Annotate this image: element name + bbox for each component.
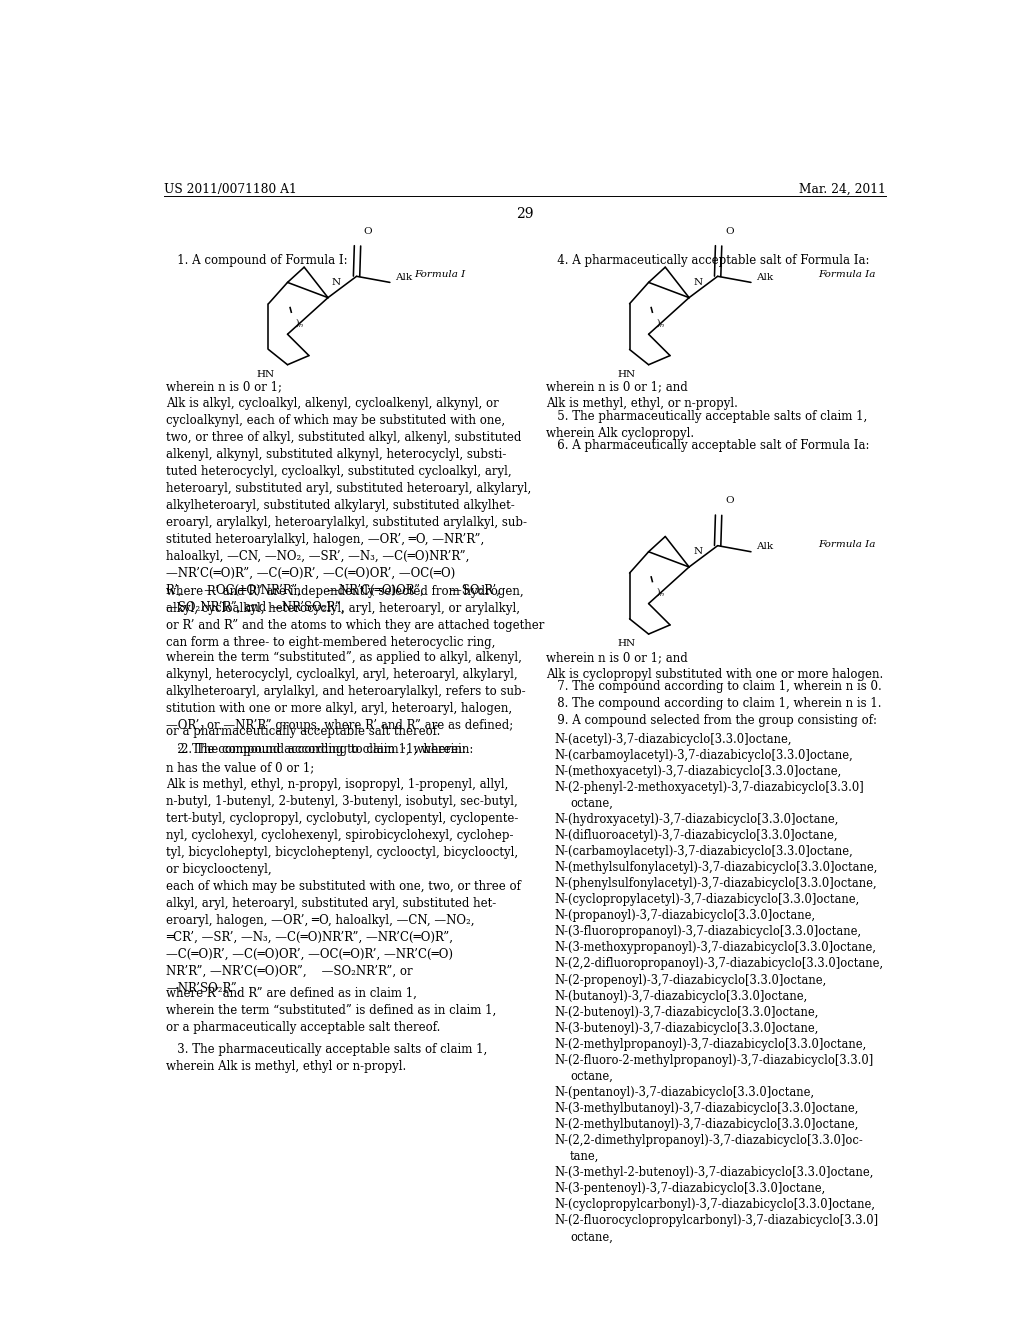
Text: N-(3-fluoropropanoyl)-3,7-diazabicyclo[3.3.0]octane,: N-(3-fluoropropanoyl)-3,7-diazabicyclo[3… <box>554 925 861 939</box>
Text: N-(2,2-dimethylpropanoyl)-3,7-diazabicyclo[3.3.0]oc-: N-(2,2-dimethylpropanoyl)-3,7-diazabicyc… <box>554 1134 863 1147</box>
Text: N: N <box>332 279 341 286</box>
Text: wherein the term “substituted” is defined as in claim 1,: wherein the term “substituted” is define… <box>166 1005 497 1016</box>
Text: 4. A pharmaceutically acceptable salt of Formula Ia:: 4. A pharmaceutically acceptable salt of… <box>546 253 869 267</box>
Text: N-(propanoyl)-3,7-diazabicyclo[3.3.0]octane,: N-(propanoyl)-3,7-diazabicyclo[3.3.0]oct… <box>554 909 815 923</box>
Text: 5. The pharmaceutically acceptable salts of claim 1,
wherein Alk cyclopropyl.: 5. The pharmaceutically acceptable salts… <box>546 411 867 441</box>
Text: 9. A compound selected from the group consisting of:: 9. A compound selected from the group co… <box>546 714 878 727</box>
Text: octane,: octane, <box>570 1071 613 1082</box>
Text: ·2. The compound according to claim ·1, wherein:: ·2. The compound according to claim ·1, … <box>166 743 473 756</box>
Text: N-(3-butenoyl)-3,7-diazabicyclo[3.3.0]octane,: N-(3-butenoyl)-3,7-diazabicyclo[3.3.0]oc… <box>554 1022 818 1035</box>
Text: Alk is alkyl, cycloalkyl, alkenyl, cycloalkenyl, alkynyl, or
cycloalkynyl, each : Alk is alkyl, cycloalkyl, alkenyl, cyclo… <box>166 397 531 614</box>
Text: N: N <box>693 548 702 556</box>
Text: N-(2,2-difluoropropanoyl)-3,7-diazabicyclo[3.3.0]octane,: N-(2,2-difluoropropanoyl)-3,7-diazabicyc… <box>554 957 884 970</box>
Text: 2. The compound according to claim 1, wherein:: 2. The compound according to claim 1, wh… <box>166 743 466 756</box>
Text: 8. The compound according to claim 1, wherein n is 1.: 8. The compound according to claim 1, wh… <box>546 697 882 710</box>
Text: N-(3-methyl-2-butenoyl)-3,7-diazabicyclo[3.3.0]octane,: N-(3-methyl-2-butenoyl)-3,7-diazabicyclo… <box>554 1167 873 1179</box>
Text: N-(hydroxyacetyl)-3,7-diazabicyclo[3.3.0]octane,: N-(hydroxyacetyl)-3,7-diazabicyclo[3.3.0… <box>554 813 839 826</box>
Text: N-(2-methylpropanoyl)-3,7-diazabicyclo[3.3.0]octane,: N-(2-methylpropanoyl)-3,7-diazabicyclo[3… <box>554 1038 866 1051</box>
Text: 7. The compound according to claim 1, wherein n is 0.: 7. The compound according to claim 1, wh… <box>546 680 882 693</box>
Text: N-(phenylsulfonylacetyl)-3,7-diazabicyclo[3.3.0]octane,: N-(phenylsulfonylacetyl)-3,7-diazabicycl… <box>554 878 877 890</box>
Text: N-(3-pentenoyl)-3,7-diazabicyclo[3.3.0]octane,: N-(3-pentenoyl)-3,7-diazabicyclo[3.3.0]o… <box>554 1183 825 1196</box>
Text: N-(carbamoylacetyl)-3,7-diazabicyclo[3.3.0]octane,: N-(carbamoylacetyl)-3,7-diazabicyclo[3.3… <box>554 748 853 762</box>
Text: N: N <box>693 279 702 286</box>
Text: N-(methylsulfonylacetyl)-3,7-diazabicyclo[3.3.0]octane,: N-(methylsulfonylacetyl)-3,7-diazabicycl… <box>554 861 878 874</box>
Text: N-(carbamoylacetyl)-3,7-diazabicyclo[3.3.0]octane,: N-(carbamoylacetyl)-3,7-diazabicyclo[3.3… <box>554 845 853 858</box>
Text: )$_n$: )$_n$ <box>656 585 666 598</box>
Text: N-(difluoroacetyl)-3,7-diazabicyclo[3.3.0]octane,: N-(difluoroacetyl)-3,7-diazabicyclo[3.3.… <box>554 829 838 842</box>
Text: N-(2-butenoyl)-3,7-diazabicyclo[3.3.0]octane,: N-(2-butenoyl)-3,7-diazabicyclo[3.3.0]oc… <box>554 1006 818 1019</box>
Text: N-(pentanoyl)-3,7-diazabicyclo[3.3.0]octane,: N-(pentanoyl)-3,7-diazabicyclo[3.3.0]oct… <box>554 1086 814 1100</box>
Text: or a pharmaceutically acceptable salt thereof.: or a pharmaceutically acceptable salt th… <box>166 1022 440 1035</box>
Text: 6. A pharmaceutically acceptable salt of Formula Ia:: 6. A pharmaceutically acceptable salt of… <box>546 440 869 451</box>
Text: HN: HN <box>257 370 274 379</box>
Text: O: O <box>725 227 733 236</box>
Text: Alk: Alk <box>395 273 413 281</box>
Text: Mar. 24, 2011: Mar. 24, 2011 <box>799 182 886 195</box>
Text: Alk is methyl, ethyl, n-propyl, isopropyl, 1-propenyl, allyl,
n-butyl, 1-butenyl: Alk is methyl, ethyl, n-propyl, isopropy… <box>166 779 518 876</box>
Text: )$_n$: )$_n$ <box>656 315 666 329</box>
Text: wherein n is 0 or 1; and
Alk is cyclopropyl substituted with one or more halogen: wherein n is 0 or 1; and Alk is cyclopro… <box>546 651 884 681</box>
Text: Formula Ia: Formula Ia <box>818 271 876 280</box>
Text: each of which may be substituted with one, two, or three of
alkyl, aryl, heteroa: each of which may be substituted with on… <box>166 880 521 995</box>
Text: US 2011/0071180 A1: US 2011/0071180 A1 <box>164 182 297 195</box>
Text: wherein the term “substituted”, as applied to alkyl, alkenyl,
alkynyl, heterocyc: wherein the term “substituted”, as appli… <box>166 651 525 733</box>
Text: )$_n$: )$_n$ <box>295 315 304 329</box>
Text: octane,: octane, <box>570 797 613 810</box>
Text: N-(cyclopropylcarbonyl)-3,7-diazabicyclo[3.3.0]octane,: N-(cyclopropylcarbonyl)-3,7-diazabicyclo… <box>554 1199 876 1212</box>
Text: N-(acetyl)-3,7-diazabicyclo[3.3.0]octane,: N-(acetyl)-3,7-diazabicyclo[3.3.0]octane… <box>554 733 792 746</box>
Text: O: O <box>725 496 733 506</box>
Text: Alk: Alk <box>757 543 774 552</box>
Text: where R’ and R” are independently selected from hydrogen,
alkyl, cycloalkyl, het: where R’ and R” are independently select… <box>166 585 545 649</box>
Text: octane,: octane, <box>570 1230 613 1243</box>
Text: tane,: tane, <box>570 1150 599 1163</box>
Text: N-(cyclopropylacetyl)-3,7-diazabicyclo[3.3.0]octane,: N-(cyclopropylacetyl)-3,7-diazabicyclo[3… <box>554 894 859 907</box>
Text: wherein n is 0 or 1; and
Alk is methyl, ethyl, or n-propyl.: wherein n is 0 or 1; and Alk is methyl, … <box>546 380 738 411</box>
Text: N-(3-methylbutanoyl)-3,7-diazabicyclo[3.3.0]octane,: N-(3-methylbutanoyl)-3,7-diazabicyclo[3.… <box>554 1102 858 1115</box>
Text: N-(methoxyacetyl)-3,7-diazabicyclo[3.3.0]octane,: N-(methoxyacetyl)-3,7-diazabicyclo[3.3.0… <box>554 764 842 777</box>
Text: 1. A compound of Formula I:: 1. A compound of Formula I: <box>166 253 348 267</box>
Text: N-(3-methoxypropanoyl)-3,7-diazabicyclo[3.3.0]octane,: N-(3-methoxypropanoyl)-3,7-diazabicyclo[… <box>554 941 877 954</box>
Text: N-(2-fluoro-2-methylpropanoyl)-3,7-diazabicyclo[3.3.0]: N-(2-fluoro-2-methylpropanoyl)-3,7-diaza… <box>554 1053 873 1067</box>
Text: 29: 29 <box>516 207 534 222</box>
Text: N-(2-methylbutanoyl)-3,7-diazabicyclo[3.3.0]octane,: N-(2-methylbutanoyl)-3,7-diazabicyclo[3.… <box>554 1118 858 1131</box>
Text: 3. The pharmaceutically acceptable salts of claim 1,
wherein Alk is methyl, ethy: 3. The pharmaceutically acceptable salts… <box>166 1043 487 1073</box>
Text: wherein n is 0 or 1;: wherein n is 0 or 1; <box>166 380 282 393</box>
Text: or a pharmaceutically acceptable salt thereof.: or a pharmaceutically acceptable salt th… <box>166 725 440 738</box>
Text: HN: HN <box>617 639 636 648</box>
Text: Formula I: Formula I <box>414 271 465 280</box>
Text: O: O <box>364 227 373 236</box>
Text: N-(butanoyl)-3,7-diazabicyclo[3.3.0]octane,: N-(butanoyl)-3,7-diazabicyclo[3.3.0]octa… <box>554 990 807 1003</box>
Text: N-(2-propenoyl)-3,7-diazabicyclo[3.3.0]octane,: N-(2-propenoyl)-3,7-diazabicyclo[3.3.0]o… <box>554 974 826 986</box>
Text: N-(2-fluorocyclopropylcarbonyl)-3,7-diazabicyclo[3.3.0]: N-(2-fluorocyclopropylcarbonyl)-3,7-diaz… <box>554 1214 879 1228</box>
Text: n has the value of 0 or 1;: n has the value of 0 or 1; <box>166 762 314 774</box>
Text: Alk: Alk <box>757 273 774 281</box>
Text: N-(2-phenyl-2-methoxyacetyl)-3,7-diazabicyclo[3.3.0]: N-(2-phenyl-2-methoxyacetyl)-3,7-diazabi… <box>554 781 864 793</box>
Text: HN: HN <box>617 370 636 379</box>
Text: where R’ and R” are defined as in claim 1,: where R’ and R” are defined as in claim … <box>166 987 417 999</box>
Text: Formula Ia: Formula Ia <box>818 540 876 549</box>
